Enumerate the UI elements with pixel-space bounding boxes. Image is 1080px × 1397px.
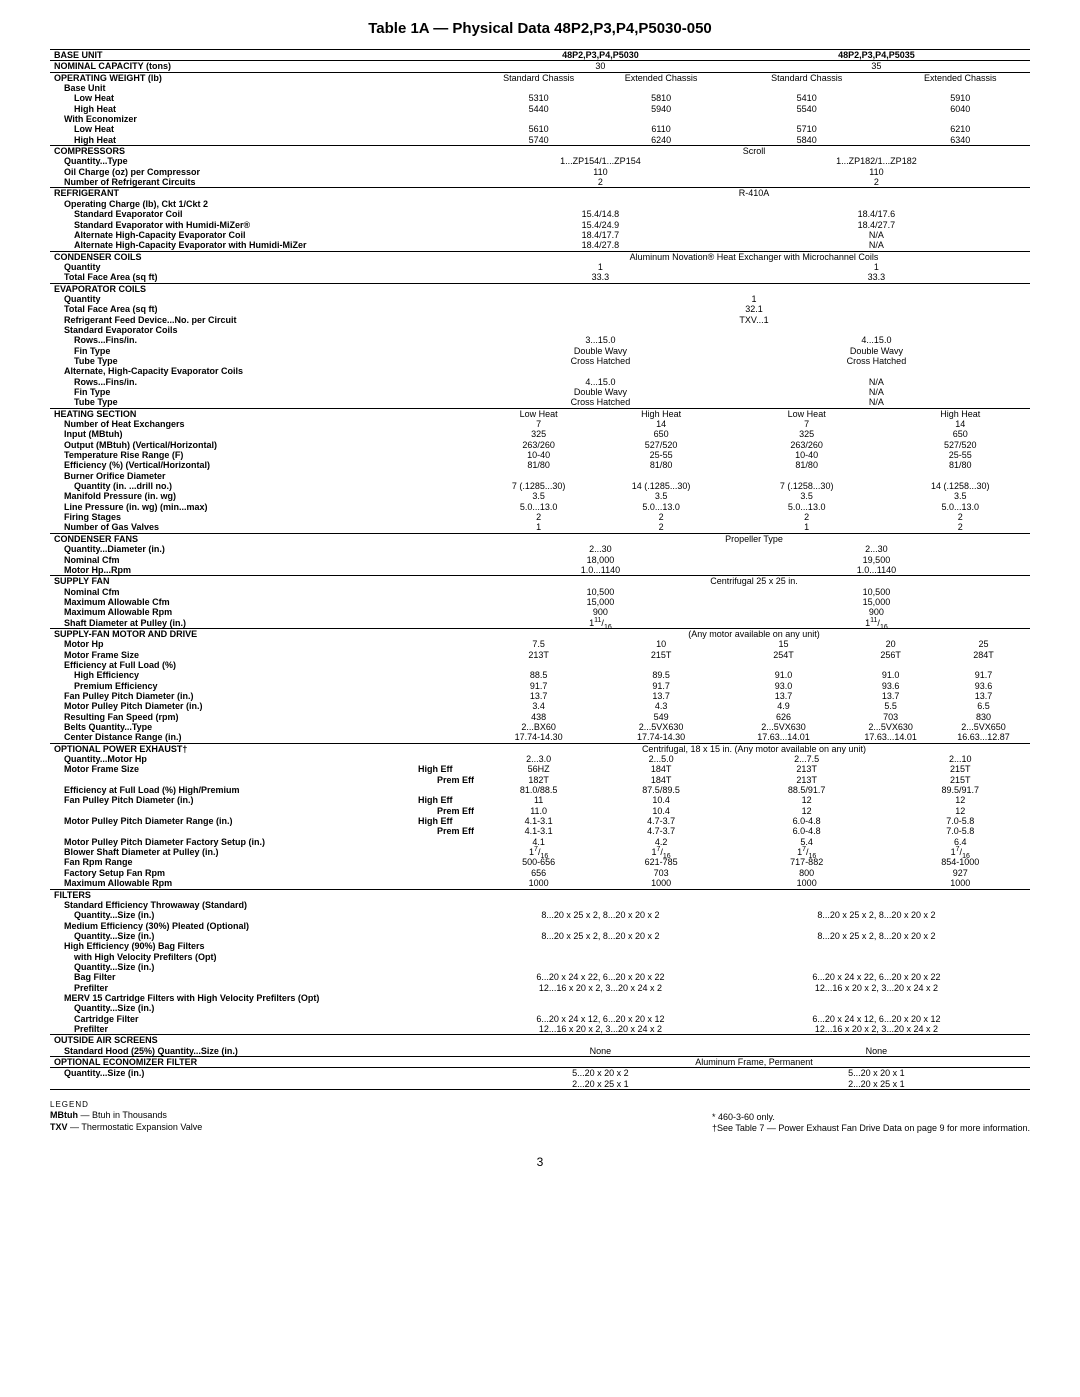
oas-label: OUTSIDE AIR SCREENS [50,1035,478,1046]
oef-label: OPTIONAL ECONOMIZER FILTER [50,1057,478,1068]
std-chassis-a: Standard Chassis [478,72,599,83]
heating-label: HEATING SECTION [50,408,478,419]
bu-low-heat: Low Heat [50,93,478,103]
table-title: Table 1A — Physical Data 48P2,P3,P4,P503… [50,20,1030,37]
ext-chassis-b: Extended Chassis [891,72,1031,83]
nominal-capacity-label: NOMINAL CAPACITY (tons) [50,61,478,72]
evap-coils-label: EVAPORATOR COILS [50,283,478,294]
with-econ: With Economizer [50,114,478,124]
supply-fan-label: SUPPLY FAN [50,576,478,587]
footnote-2: †See Table 7 — Power Exhaust Fan Drive D… [712,1123,1030,1135]
page-number: 3 [50,1155,1030,1169]
compressors-label: COMPRESSORS [50,146,478,157]
bu-high-heat: High Heat [50,104,478,114]
nom-cap-a: 30 [478,61,723,72]
ope-label: OPTIONAL POWER EXHAUST† [50,743,478,754]
nom-cap-b: 35 [723,61,1030,72]
physical-data-table: BASE UNIT 48P2,P3,P4,P5030 48P2,P3,P4,P5… [50,49,1030,1090]
ext-chassis-a: Extended Chassis [599,72,723,83]
model-a-header: 48P2,P3,P4,P5030 [478,50,723,61]
legend-title: LEGEND [50,1100,202,1110]
model-b-header: 48P2,P3,P4,P5035 [723,50,1030,61]
condenser-coils-label: CONDENSER COILS [50,251,478,262]
std-chassis-b: Standard Chassis [723,72,891,83]
refrigerant-label: REFRIGERANT [50,188,478,199]
footnote-1: * 460-3-60 only. [712,1112,1030,1124]
sfmd-label: SUPPLY-FAN MOTOR AND DRIVE [50,628,478,639]
sdp-b: 111/16 [723,618,1030,629]
base-unit-label: BASE UNIT [50,50,478,61]
condenser-fans-label: CONDENSER FANS [50,533,478,544]
base-unit-sub: Base Unit [50,83,478,93]
legend-section: LEGEND MBtuh — Btuh in Thousands TXV — T… [50,1100,1030,1135]
sdp-a: 111/16 [478,618,723,629]
filters-label: FILTERS [50,889,478,900]
op-weight-label: OPERATING WEIGHT (lb) [50,72,478,83]
